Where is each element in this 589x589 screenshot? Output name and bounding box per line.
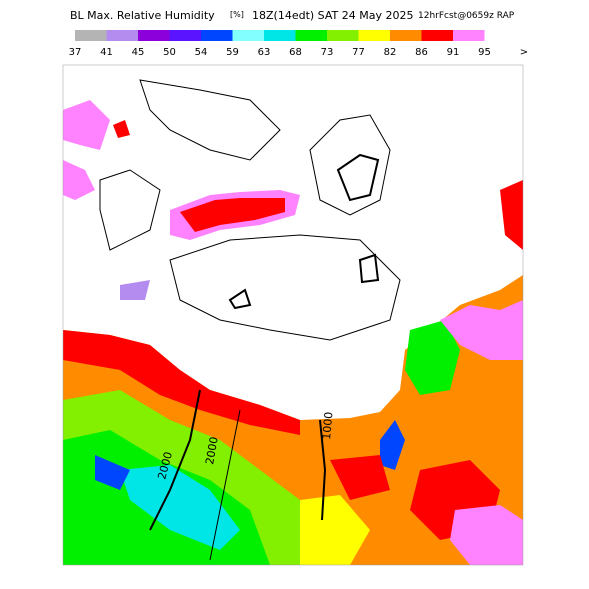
color-swatch bbox=[295, 30, 327, 41]
saturated-region bbox=[63, 100, 110, 150]
units: [%] bbox=[230, 10, 244, 19]
scale-label: 45 bbox=[132, 47, 145, 58]
contour-line bbox=[319, 419, 327, 521]
contour-line bbox=[309, 114, 391, 216]
color-swatch bbox=[358, 30, 390, 41]
scale-label: 37 bbox=[69, 47, 82, 58]
contour-label: 2000 bbox=[203, 436, 221, 466]
color-swatch bbox=[201, 30, 233, 41]
color-swatch bbox=[106, 30, 138, 41]
scale-label: 86 bbox=[415, 47, 428, 58]
contour-line bbox=[228, 288, 252, 310]
color-scale: 37 41 45 50 54 59 63 68 73 77 82 86 91 95 > bbox=[69, 30, 528, 58]
contour-line bbox=[99, 169, 161, 251]
scale-label: 50 bbox=[163, 47, 176, 58]
scale-label: 77 bbox=[352, 47, 365, 58]
scale-label: 68 bbox=[289, 47, 302, 58]
contour-line bbox=[139, 79, 281, 161]
dry-spot bbox=[120, 280, 150, 300]
contour-line bbox=[149, 389, 201, 531]
high-humidity-band bbox=[500, 180, 523, 250]
contour-label: 1000 bbox=[320, 411, 335, 440]
scale-label: 82 bbox=[384, 47, 397, 58]
scale-label: 59 bbox=[226, 47, 239, 58]
color-swatch bbox=[390, 30, 422, 41]
high-humidity-band bbox=[330, 455, 390, 500]
color-swatch bbox=[75, 30, 107, 41]
forecast: 12hrFcst@0659z RAP bbox=[418, 11, 515, 21]
color-swatch bbox=[138, 30, 170, 41]
dry-region bbox=[120, 465, 240, 550]
scale-label: 54 bbox=[195, 47, 208, 58]
scale-label: 91 bbox=[447, 47, 460, 58]
color-swatch bbox=[421, 30, 453, 41]
contour-line bbox=[209, 409, 241, 561]
scale-label: > bbox=[520, 47, 528, 58]
dry-spot bbox=[380, 420, 405, 470]
high-humidity-band bbox=[113, 120, 130, 138]
map: 2000 2000 1000 bbox=[62, 64, 524, 566]
valid-time: 18Z(14edt) SAT 24 May 2025 bbox=[252, 9, 413, 22]
contour-line bbox=[336, 153, 380, 202]
saturated-region bbox=[63, 160, 95, 200]
scale-label: 73 bbox=[321, 47, 334, 58]
color-swatch bbox=[327, 30, 359, 41]
map-frame bbox=[62, 64, 524, 566]
high-humidity-band bbox=[180, 198, 285, 232]
contour-line bbox=[358, 253, 380, 284]
title: BL Max. Relative Humidity bbox=[70, 9, 215, 22]
scale-label: 63 bbox=[258, 47, 271, 58]
moderate-region bbox=[300, 495, 370, 565]
header: BL Max. Relative Humidity [%] 18Z(14edt)… bbox=[70, 9, 515, 22]
color-swatch bbox=[232, 30, 264, 41]
color-swatch bbox=[453, 30, 485, 41]
scale-label: 41 bbox=[100, 47, 113, 58]
high-humidity-band bbox=[63, 330, 300, 435]
moderate-region bbox=[405, 320, 460, 395]
contour-line bbox=[169, 234, 401, 341]
color-swatch bbox=[169, 30, 201, 41]
scale-label: 95 bbox=[478, 47, 491, 58]
dry-spot bbox=[95, 455, 130, 490]
saturated-region bbox=[450, 505, 523, 565]
saturated-region bbox=[440, 300, 523, 360]
color-swatch bbox=[264, 30, 296, 41]
